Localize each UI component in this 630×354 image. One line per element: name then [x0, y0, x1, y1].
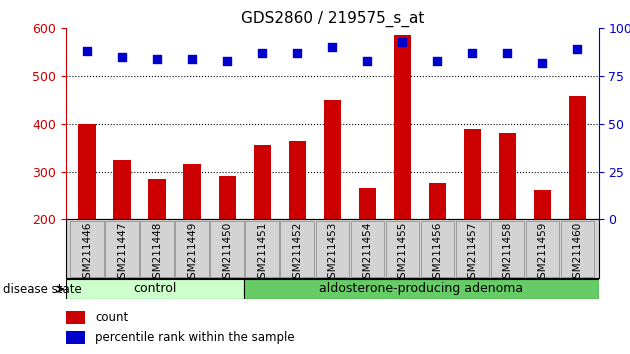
Point: [537, 60, 547, 65]
Text: aldosterone-producing adenoma: aldosterone-producing adenoma: [319, 282, 523, 295]
Bar: [289, 141, 306, 219]
Text: GSM211447: GSM211447: [117, 222, 127, 285]
Point: [222, 58, 232, 64]
Point: [152, 56, 163, 62]
Point: [187, 56, 197, 62]
Point: [573, 46, 583, 52]
Text: GSM211448: GSM211448: [152, 222, 162, 285]
Point: [257, 50, 267, 56]
Point: [398, 39, 408, 45]
Bar: [569, 96, 587, 219]
FancyBboxPatch shape: [246, 221, 279, 277]
Point: [432, 58, 442, 64]
Bar: [358, 188, 376, 219]
Text: GSM211459: GSM211459: [537, 222, 547, 285]
Text: GSM211449: GSM211449: [187, 222, 197, 285]
Bar: [183, 164, 201, 219]
FancyBboxPatch shape: [66, 279, 244, 299]
Bar: [534, 190, 551, 219]
FancyBboxPatch shape: [455, 221, 490, 277]
Text: control: control: [133, 282, 176, 295]
Point: [117, 54, 127, 60]
Bar: [324, 100, 341, 219]
Text: GSM211457: GSM211457: [467, 222, 478, 285]
Text: GSM211450: GSM211450: [222, 222, 232, 285]
FancyBboxPatch shape: [386, 221, 419, 277]
FancyBboxPatch shape: [280, 221, 314, 277]
Title: GDS2860 / 219575_s_at: GDS2860 / 219575_s_at: [241, 11, 424, 27]
Bar: [149, 179, 166, 219]
Bar: [499, 132, 516, 219]
Text: GSM211458: GSM211458: [503, 222, 512, 285]
Bar: [78, 124, 96, 219]
FancyBboxPatch shape: [175, 221, 209, 277]
FancyBboxPatch shape: [525, 221, 559, 277]
Bar: [219, 176, 236, 219]
FancyBboxPatch shape: [210, 221, 244, 277]
Point: [328, 45, 338, 50]
FancyBboxPatch shape: [244, 279, 598, 299]
Bar: [253, 145, 271, 219]
Bar: [394, 35, 411, 219]
Point: [362, 58, 372, 64]
Bar: [113, 160, 131, 219]
Text: count: count: [95, 311, 129, 324]
Text: GSM211455: GSM211455: [398, 222, 408, 285]
Point: [292, 50, 302, 56]
Text: GSM211446: GSM211446: [82, 222, 92, 285]
FancyBboxPatch shape: [491, 221, 524, 277]
FancyBboxPatch shape: [140, 221, 174, 277]
Text: GSM211456: GSM211456: [432, 222, 442, 285]
FancyBboxPatch shape: [71, 221, 104, 277]
Bar: [464, 129, 481, 219]
Point: [502, 50, 512, 56]
Text: GSM211453: GSM211453: [328, 222, 337, 285]
Text: GSM211454: GSM211454: [362, 222, 372, 285]
Point: [82, 48, 92, 54]
Bar: [66, 331, 85, 343]
Text: GSM211460: GSM211460: [573, 222, 583, 285]
FancyBboxPatch shape: [350, 221, 384, 277]
Text: GSM211452: GSM211452: [292, 222, 302, 285]
Text: percentile rank within the sample: percentile rank within the sample: [95, 331, 295, 344]
Text: disease state: disease state: [3, 283, 82, 296]
Bar: [66, 312, 85, 324]
FancyBboxPatch shape: [421, 221, 454, 277]
FancyBboxPatch shape: [561, 221, 594, 277]
Bar: [428, 183, 446, 219]
FancyBboxPatch shape: [105, 221, 139, 277]
Point: [467, 50, 478, 56]
FancyBboxPatch shape: [316, 221, 349, 277]
Text: GSM211451: GSM211451: [257, 222, 267, 285]
